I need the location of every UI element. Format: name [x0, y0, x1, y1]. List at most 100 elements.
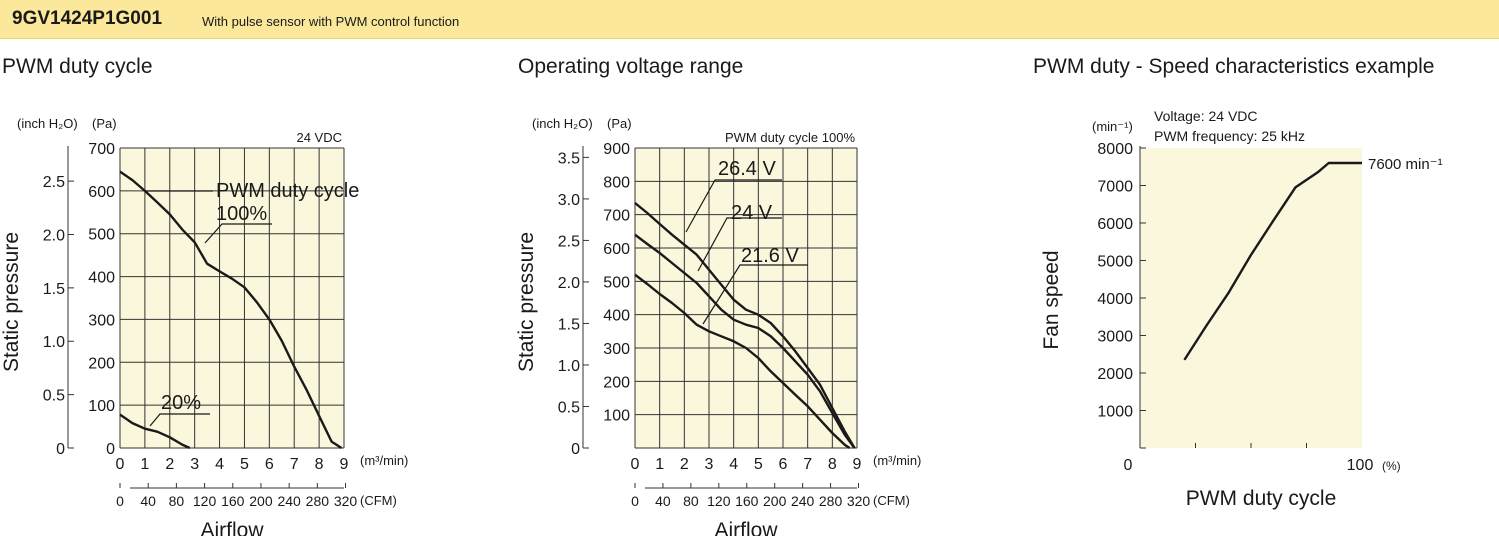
y-unit-label: (min⁻¹): [1092, 119, 1133, 134]
series-label: 20%: [161, 392, 201, 414]
series-label: 26.4 V: [718, 158, 776, 180]
inch-tick-label: 0: [571, 441, 580, 458]
cfm-tick-label: 240: [277, 493, 301, 509]
cfm-tick-label: 40: [655, 493, 671, 509]
x-tick-label: 3: [190, 456, 199, 473]
y-tick-label: 600: [88, 184, 115, 201]
series-leader-line: [149, 413, 210, 427]
y-tick-label: 800: [603, 174, 630, 191]
y-tick-label: 300: [88, 312, 115, 329]
cfm-tick-label: 40: [140, 493, 156, 509]
section-title-operating-voltage: Operating voltage range: [518, 55, 744, 78]
x-unit-label: (m³/min): [360, 453, 408, 468]
series-line: [1183, 161, 1362, 361]
section-title-speed-characteristics: PWM duty - Speed characteristics example: [1033, 55, 1435, 78]
x-tick-label: 2: [165, 456, 174, 473]
inch-tick-label: 2.5: [558, 233, 580, 250]
inch-tick-label: 2.0: [558, 275, 580, 292]
cfm-tick-label: 160: [735, 493, 759, 509]
y-tick-label: 2000: [1097, 366, 1133, 383]
inch-tick-label: 1.0: [43, 334, 65, 351]
inch-unit-label: (inch H₂O): [17, 116, 78, 131]
y-axis-title: Static pressure: [515, 232, 538, 372]
y-tick-label: 700: [603, 208, 630, 225]
cfm-tick-label: 280: [306, 493, 330, 509]
series-line: [119, 413, 191, 450]
cfm-unit-label: (CFM): [873, 493, 910, 508]
inch-tick-label: 0.5: [43, 388, 65, 405]
series-label: 100%: [216, 203, 267, 225]
x-tick-label: 2: [680, 456, 689, 473]
cfm-tick-label: 200: [249, 493, 273, 509]
inch-unit-label: (inch H₂O): [532, 116, 593, 131]
cfm-tick-label: 320: [847, 493, 871, 509]
x-axis-title: PWM duty cycle: [1186, 487, 1337, 510]
y-tick-label: 5000: [1097, 254, 1133, 271]
model-description: With pulse sensor with PWM control funct…: [202, 14, 460, 29]
cfm-tick-label: 80: [683, 493, 699, 509]
y-tick-label: 300: [603, 341, 630, 358]
x-tick-label: 9: [340, 456, 349, 473]
y-tick-label: 200: [88, 355, 115, 372]
x-tick-label: 6: [265, 456, 274, 473]
series-line: [119, 170, 343, 450]
end-value-label: 7600 min⁻¹: [1368, 156, 1443, 173]
y-tick-label: 6000: [1097, 216, 1133, 233]
inch-tick-label: 2.0: [43, 227, 65, 244]
inch-tick-label: 2.5: [43, 174, 65, 191]
y-tick-label: 1000: [1097, 404, 1133, 421]
x-tick-label: 0: [631, 456, 640, 473]
y-unit-label: (Pa): [607, 116, 632, 131]
x-unit-label: (m³/min): [873, 453, 921, 468]
cfm-tick-label: 320: [334, 493, 358, 509]
x-tick-label: 5: [240, 456, 249, 473]
x-axis-title: Airflow: [714, 519, 778, 536]
inch-tick-label: 3.5: [558, 150, 580, 167]
model-number: 9GV1424P1G001: [12, 8, 163, 29]
y-tick-label: 3000: [1097, 329, 1133, 346]
y-axis-title: Fan speed: [1040, 250, 1063, 349]
condition-note: Voltage: 24 VDC: [1154, 108, 1258, 124]
x-tick-label: 1: [655, 456, 664, 473]
y-tick-label: 8000: [1097, 141, 1133, 158]
series-leader-line: [685, 179, 782, 233]
inch-tick-label: 3.0: [558, 192, 580, 209]
cfm-tick-label: 280: [819, 493, 843, 509]
y-tick-label: 500: [88, 227, 115, 244]
inch-tick-label: 0.5: [558, 399, 580, 416]
series-leader-line: [697, 217, 782, 272]
plot-area: [120, 148, 344, 448]
series-label: PWM duty cycle: [216, 180, 359, 202]
x-tick-label: 7: [290, 456, 299, 473]
cfm-tick-label: 120: [707, 493, 731, 509]
condition-note: 24 VDC: [296, 130, 342, 145]
x-tick-label: 8: [315, 456, 324, 473]
plot-area: [1140, 148, 1362, 448]
cfm-tick-label: 80: [169, 493, 185, 509]
x-tick-label: 1: [140, 456, 149, 473]
x-tick-label: 8: [828, 456, 837, 473]
product-banner: 9GV1424P1G001 With pulse sensor with PWM…: [0, 0, 1499, 39]
series-label: 21.6 V: [741, 245, 799, 267]
y-tick-label: 7000: [1097, 179, 1133, 196]
x-tick-label: 7: [803, 456, 812, 473]
x-tick-label: 100: [1347, 457, 1374, 474]
y-axis-title: Static pressure: [0, 232, 23, 372]
x-tick-label: 4: [215, 456, 224, 473]
x-tick-label: 5: [754, 456, 763, 473]
inch-tick-label: 1.5: [43, 281, 65, 298]
chart-speed-characteristics: 1000 2000 3000 4000 5000 6000 7000 8000 0 100 (%) (…: [1040, 108, 1443, 510]
y-tick-label: 4000: [1097, 291, 1133, 308]
inch-tick-label: 0: [56, 441, 65, 458]
cfm-tick-label: 0: [631, 493, 639, 509]
y-tick-label: 600: [603, 241, 630, 258]
cfm-tick-label: 200: [763, 493, 787, 509]
y-tick-label: 900: [603, 141, 630, 158]
condition-note: PWM frequency: 25 kHz: [1154, 128, 1305, 144]
cfm-tick-label: 0: [116, 493, 124, 509]
cfm-tick-label: 160: [221, 493, 245, 509]
plot-area: [635, 148, 857, 448]
